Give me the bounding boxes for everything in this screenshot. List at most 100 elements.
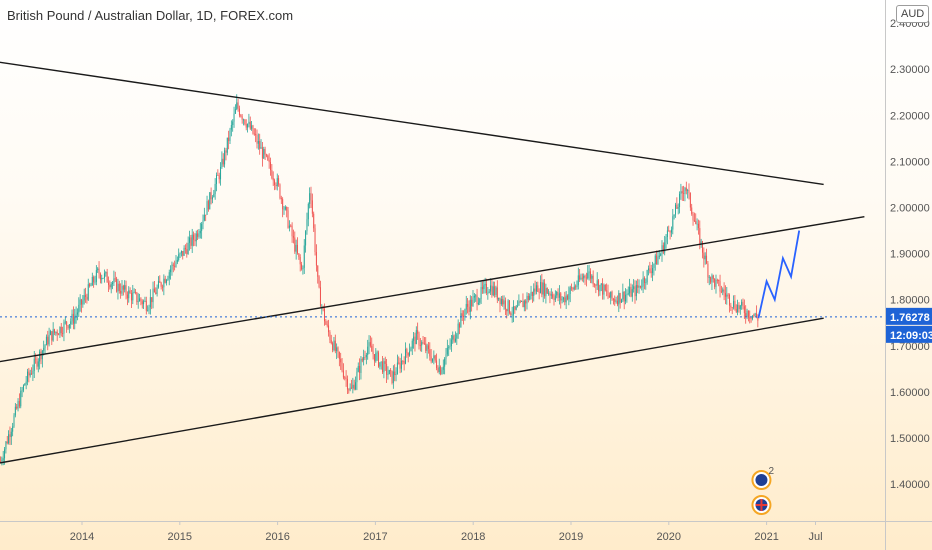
candle-body	[750, 317, 752, 319]
candle-body	[170, 269, 172, 273]
candle-body	[720, 291, 722, 293]
candle-body	[10, 431, 12, 437]
candle-body	[91, 276, 93, 286]
candle-body	[530, 291, 532, 296]
trendline-upper-resistance[interactable]	[0, 60, 824, 186]
candle-body	[714, 278, 716, 287]
candle-body	[531, 291, 533, 296]
candle-body	[126, 294, 128, 299]
candle-body	[369, 342, 371, 346]
candle-body	[669, 230, 671, 233]
candle-body	[248, 121, 250, 125]
y-tick-label: 1.40000	[890, 479, 930, 491]
candle-body	[718, 279, 720, 282]
candle-body	[216, 175, 217, 184]
candle-body	[180, 250, 182, 254]
candle-body	[588, 271, 590, 274]
candle-body	[442, 366, 444, 370]
candle-body	[253, 133, 255, 135]
candle-body	[600, 283, 602, 286]
candle-body	[580, 277, 582, 280]
candle-body	[116, 278, 118, 292]
candle-body	[299, 257, 301, 265]
candle-body	[550, 294, 552, 296]
candle-body	[81, 299, 82, 305]
candle-body	[457, 323, 459, 335]
candle-body	[483, 285, 485, 290]
candle-body	[495, 287, 497, 295]
candle-body	[631, 289, 633, 297]
candle-body	[307, 203, 309, 220]
candle-body	[753, 315, 755, 317]
candle-body	[699, 228, 701, 246]
candle-body	[399, 362, 401, 369]
candle-body	[637, 285, 639, 288]
candle-body	[67, 325, 69, 329]
svg-text:1.76278: 1.76278	[890, 312, 930, 324]
candle-body	[561, 299, 563, 301]
candle-body	[411, 340, 413, 349]
candle-body	[677, 207, 679, 209]
candle-body	[207, 201, 209, 210]
candle-body	[237, 102, 239, 109]
candle-body	[464, 309, 466, 317]
candle-body	[264, 149, 266, 155]
candle-body	[353, 384, 355, 390]
candle-body	[622, 291, 624, 300]
candle-body	[557, 291, 559, 298]
candle-body	[153, 288, 155, 293]
candle-body	[226, 137, 228, 153]
candle-body	[284, 207, 286, 210]
time-axis[interactable]: 2014 2015 2016 2017 2018 2019 2020 2021 Jul	[70, 521, 823, 543]
candle-body	[511, 314, 513, 316]
candle-body	[282, 199, 284, 210]
y-tick-label: 1.50000	[890, 433, 930, 445]
candle-body	[723, 289, 725, 294]
currency-tag[interactable]: AUD	[896, 5, 930, 23]
y-tick-label: 2.10000	[890, 156, 930, 168]
candle-body	[592, 275, 594, 285]
candle-body	[291, 225, 293, 237]
candle-body	[361, 359, 363, 361]
candle-body	[76, 312, 78, 315]
candle-body	[407, 352, 409, 356]
candle-body	[118, 283, 120, 291]
candle-body	[314, 228, 316, 253]
candle-body	[68, 324, 70, 329]
candle-body	[294, 237, 296, 252]
projection-path[interactable]	[757, 230, 801, 319]
candle-body	[360, 359, 362, 373]
candle-body	[417, 330, 419, 334]
candle-body	[201, 223, 203, 231]
candle-body	[396, 362, 398, 374]
candle-body	[444, 358, 446, 367]
candle-body	[558, 293, 560, 298]
candle-body	[676, 204, 678, 209]
candle-body	[51, 331, 53, 341]
candle-body	[62, 333, 64, 334]
candle-body	[565, 295, 567, 303]
candle-body	[337, 347, 339, 352]
candle-body	[199, 230, 201, 234]
trendline-lower-support[interactable]	[0, 317, 824, 466]
candle-body	[660, 254, 662, 256]
price-axis[interactable]: 2.400002.300002.200002.100002.000001.900…	[890, 18, 930, 491]
candle-body	[334, 340, 336, 351]
candle-body	[560, 293, 562, 301]
candle-body	[310, 193, 312, 201]
candle-body	[529, 295, 531, 300]
trendlines[interactable]	[0, 60, 865, 466]
candle-body	[649, 268, 651, 272]
candle-body	[419, 345, 421, 347]
trendline-middle-channel[interactable]	[0, 216, 865, 365]
candle-body	[155, 292, 157, 295]
candle-body	[585, 277, 587, 279]
candle-body	[147, 310, 149, 312]
candle-body	[507, 300, 509, 312]
candle-body	[414, 336, 416, 345]
candle-body	[233, 113, 235, 122]
candle-body	[243, 119, 244, 121]
candle-body	[220, 167, 222, 180]
candle-body	[263, 149, 265, 159]
